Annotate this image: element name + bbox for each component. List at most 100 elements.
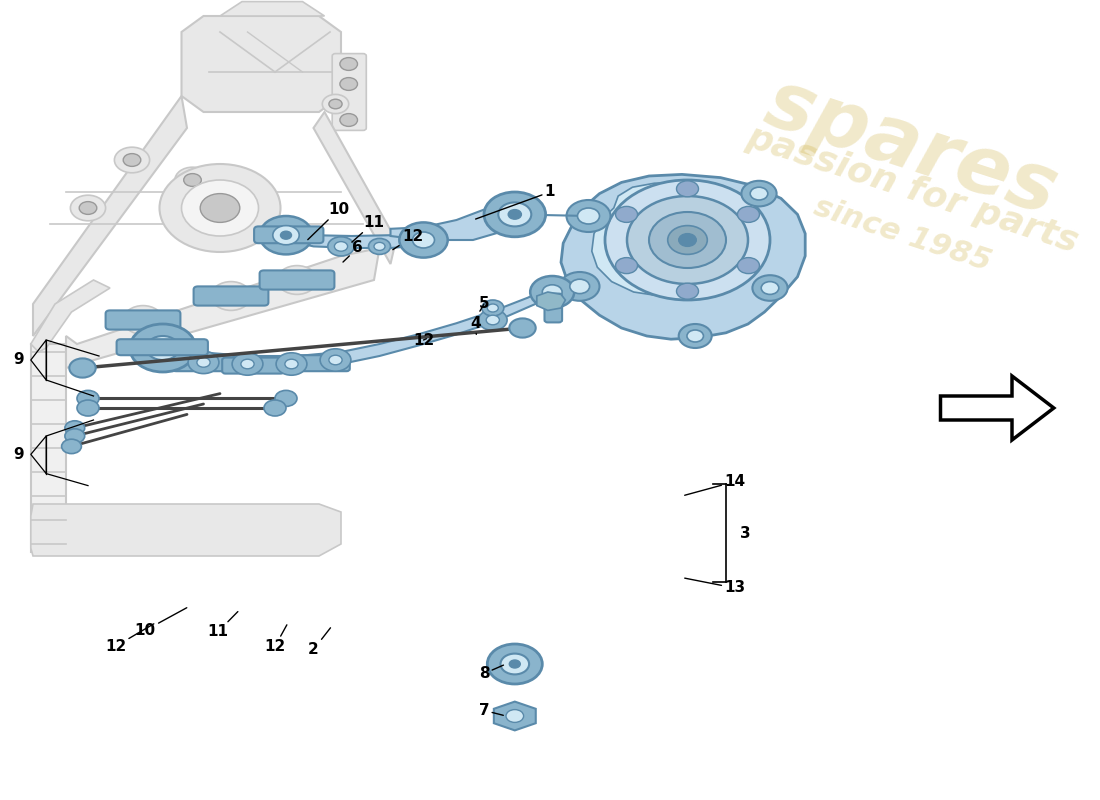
Text: 2: 2 [308,628,330,657]
Circle shape [260,216,312,254]
Polygon shape [33,96,187,336]
Circle shape [329,99,342,109]
Polygon shape [940,376,1054,440]
Circle shape [737,206,759,222]
Text: 11: 11 [352,215,385,242]
Circle shape [188,351,219,374]
Circle shape [340,78,358,90]
Circle shape [509,318,536,338]
Text: 4: 4 [470,316,481,334]
Text: 13: 13 [684,578,746,595]
Polygon shape [280,230,424,248]
Circle shape [328,237,354,256]
Circle shape [160,164,280,252]
Polygon shape [537,292,565,310]
FancyBboxPatch shape [288,355,350,371]
Circle shape [221,289,241,303]
Polygon shape [494,702,536,730]
Circle shape [280,231,292,239]
Polygon shape [66,248,380,368]
Circle shape [668,226,707,254]
Circle shape [605,180,770,300]
Polygon shape [31,280,110,352]
Circle shape [62,439,81,454]
FancyBboxPatch shape [544,294,562,322]
Circle shape [487,304,498,312]
Circle shape [65,429,85,443]
Circle shape [146,336,179,360]
Circle shape [277,266,317,294]
Text: 10: 10 [134,608,187,638]
Circle shape [232,353,263,375]
Circle shape [542,285,562,299]
Circle shape [616,206,638,222]
Polygon shape [592,182,759,296]
Circle shape [509,660,520,668]
Circle shape [123,306,163,334]
Polygon shape [160,288,556,368]
FancyBboxPatch shape [260,270,334,290]
Circle shape [334,242,348,251]
FancyBboxPatch shape [173,355,234,371]
Text: 11: 11 [207,611,238,639]
Circle shape [69,358,96,378]
Circle shape [77,390,99,406]
Circle shape [275,390,297,406]
Circle shape [737,258,759,274]
Circle shape [211,282,251,310]
Circle shape [287,273,307,287]
Circle shape [133,313,153,327]
Text: 9: 9 [13,447,24,462]
Polygon shape [182,16,341,112]
Circle shape [399,222,448,258]
Circle shape [123,154,141,166]
Text: 8: 8 [478,665,504,681]
Circle shape [498,202,531,226]
Circle shape [741,181,777,206]
Circle shape [264,400,286,416]
Polygon shape [561,174,805,339]
Circle shape [77,400,99,416]
Circle shape [276,353,307,375]
Circle shape [184,174,201,186]
Circle shape [676,181,698,197]
Text: 12: 12 [104,624,154,654]
Text: 6: 6 [343,241,363,262]
Text: 3: 3 [740,526,751,541]
Circle shape [676,283,698,299]
Text: 14: 14 [684,474,746,495]
Text: 1: 1 [475,185,556,219]
Text: 9: 9 [13,353,24,367]
Circle shape [175,167,210,193]
Circle shape [320,349,351,371]
Circle shape [627,196,748,284]
Circle shape [329,355,342,365]
Circle shape [412,232,434,248]
Text: spares: spares [756,64,1067,231]
Circle shape [285,359,298,369]
Circle shape [486,315,499,325]
FancyBboxPatch shape [106,310,180,330]
Circle shape [200,194,240,222]
Polygon shape [31,504,341,556]
FancyBboxPatch shape [117,339,208,355]
Circle shape [750,187,768,200]
Circle shape [487,644,542,684]
Circle shape [566,200,610,232]
Text: since 1985: since 1985 [810,192,994,277]
Circle shape [273,226,299,245]
Circle shape [530,276,574,308]
Polygon shape [220,2,324,16]
Circle shape [679,234,696,246]
FancyBboxPatch shape [254,226,323,243]
Text: 12: 12 [264,625,287,654]
Circle shape [752,275,788,301]
Circle shape [197,358,210,367]
Circle shape [500,654,529,674]
Text: 10: 10 [308,202,350,240]
Polygon shape [314,112,396,264]
Circle shape [368,238,390,254]
Circle shape [761,282,779,294]
Circle shape [478,310,507,330]
Circle shape [182,180,258,236]
